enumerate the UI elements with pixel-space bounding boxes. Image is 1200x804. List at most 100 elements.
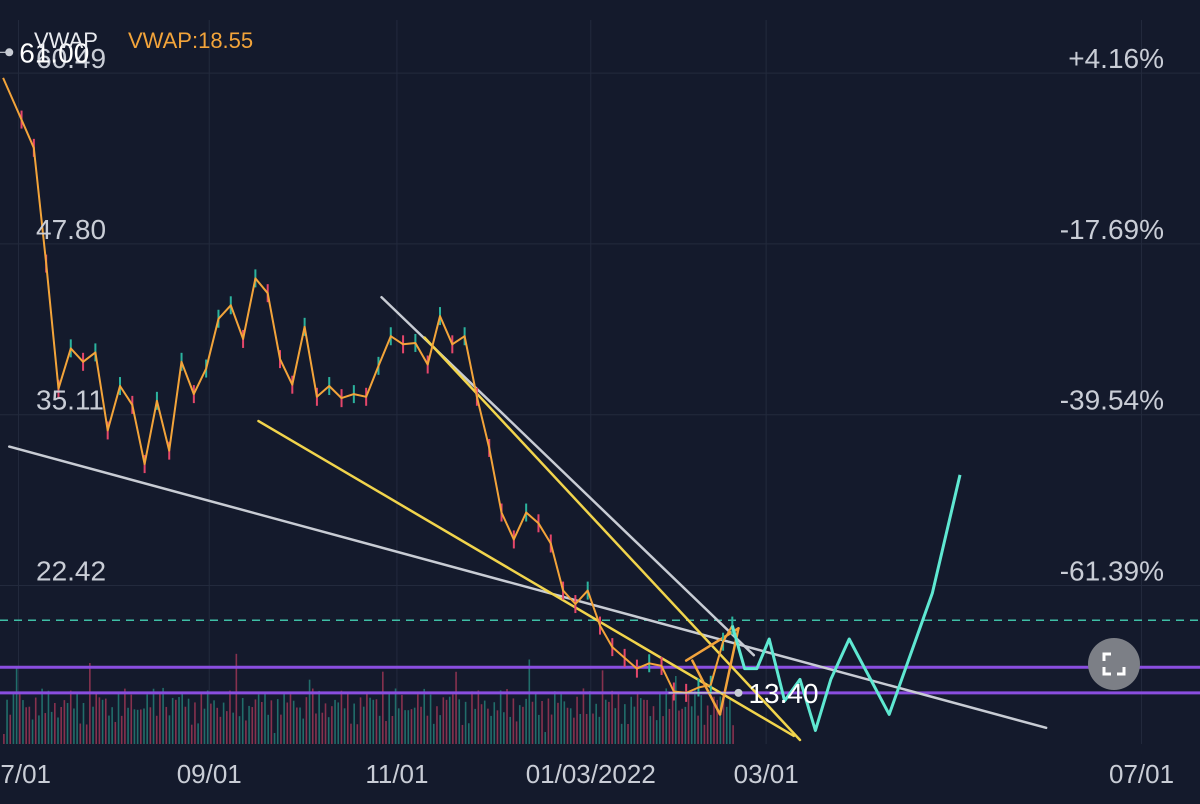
volume-bar — [76, 692, 78, 744]
volume-bar — [359, 697, 362, 744]
grid — [0, 20, 1200, 744]
volume-bar — [15, 667, 18, 744]
volume-bar — [117, 693, 120, 744]
volume-bar — [190, 724, 193, 744]
volume-bar — [340, 690, 343, 744]
volume-bar — [659, 692, 661, 744]
volume-bar — [452, 694, 454, 744]
volume-bar — [729, 700, 731, 744]
volume-bar — [238, 716, 241, 744]
percent-label: +4.16% — [1068, 43, 1164, 74]
indicator-value: VWAP:18.55 — [128, 28, 254, 53]
x-tick-label: 01/03/2022 — [526, 759, 656, 789]
volume-bar — [175, 699, 177, 744]
volume-bar — [538, 714, 540, 744]
volume-bar — [22, 700, 24, 744]
volume-bar — [633, 706, 636, 744]
volume-bar — [311, 688, 314, 744]
volume-bar — [38, 715, 40, 744]
horizontal-lines — [0, 619, 1200, 695]
volume-bar — [490, 715, 492, 744]
volume-bar — [436, 706, 438, 744]
volume-bar — [471, 691, 473, 744]
volume-bar — [82, 702, 85, 744]
volume-bar — [690, 706, 693, 744]
volume-bar — [280, 714, 282, 744]
volume-bar — [276, 699, 279, 744]
volume-bar — [66, 703, 69, 744]
price-series-line — [2, 77, 734, 694]
volume-bar — [617, 693, 620, 744]
volume-bar — [480, 704, 483, 744]
volume-bar — [464, 701, 467, 744]
percent-label: -61.39% — [1060, 555, 1164, 586]
volume-bar — [531, 701, 534, 744]
volume-bar — [200, 691, 203, 744]
volume-bar — [566, 707, 569, 744]
volume-bar — [50, 711, 53, 744]
volume-bar — [592, 713, 594, 744]
volume-bar — [468, 723, 470, 744]
volume-bar — [662, 716, 664, 744]
volume-bar — [429, 694, 432, 744]
volume-bar — [525, 698, 527, 744]
volume-bar — [289, 694, 292, 744]
volume-bar — [445, 699, 448, 744]
volume-bar — [143, 708, 145, 744]
volume-bar — [210, 703, 212, 744]
volume-bar — [41, 688, 43, 744]
volume-bar — [79, 723, 82, 744]
volume-bar — [261, 701, 263, 744]
volume-bar — [442, 697, 445, 744]
volume-bar — [394, 688, 397, 744]
volume-bar — [382, 671, 384, 744]
volume-bar — [350, 723, 352, 744]
volume-bar — [681, 708, 683, 744]
volume-bar — [671, 695, 674, 744]
volume-bar — [194, 702, 196, 744]
volume-bar — [187, 698, 190, 744]
volume-bar — [534, 692, 537, 744]
volume-bar — [499, 690, 502, 744]
volume-bar — [515, 721, 518, 744]
volume-bar — [232, 712, 234, 744]
volume-bar — [149, 707, 152, 744]
x-tick-label: 11/01 — [365, 759, 428, 789]
volume-bar — [159, 694, 161, 744]
yellow-lower-trendline — [257, 419, 796, 738]
volume-bar — [420, 706, 422, 744]
x-tick-label: 03/01 — [734, 759, 799, 789]
volume-bar — [582, 688, 585, 744]
volume-bar — [448, 696, 451, 744]
volume-bar — [455, 671, 457, 744]
volume-bar — [267, 714, 269, 744]
volume-bar — [152, 688, 155, 744]
volume-bar — [684, 706, 687, 744]
volume-bar — [299, 707, 301, 744]
y-tick-label: 60.49 — [36, 43, 106, 74]
indicator-label[interactable]: VWAP — [34, 28, 98, 53]
y-tick-label: 35.11 — [36, 385, 104, 416]
volume-bar — [136, 709, 139, 744]
yellow-upper-trendline — [423, 336, 802, 742]
volume-bar — [541, 700, 543, 744]
volume-bar — [694, 689, 696, 744]
volume-bar — [503, 712, 505, 744]
fullscreen-button[interactable] — [1088, 638, 1140, 690]
volume-bar — [369, 697, 371, 744]
volume-bar — [283, 691, 285, 744]
volume-bar — [44, 713, 47, 744]
volume-bar — [639, 698, 642, 744]
volume-bar — [264, 692, 266, 744]
volume-bar — [3, 734, 5, 744]
orange-right-trendline — [718, 627, 740, 716]
volume-bar — [178, 697, 180, 744]
volume-bar — [576, 696, 578, 744]
volume-bar — [353, 703, 355, 744]
volume-bar — [716, 699, 718, 744]
volume-bar — [146, 694, 148, 744]
volume-bar — [483, 700, 486, 744]
volume-bar — [598, 716, 601, 744]
volume-bar — [98, 697, 101, 744]
